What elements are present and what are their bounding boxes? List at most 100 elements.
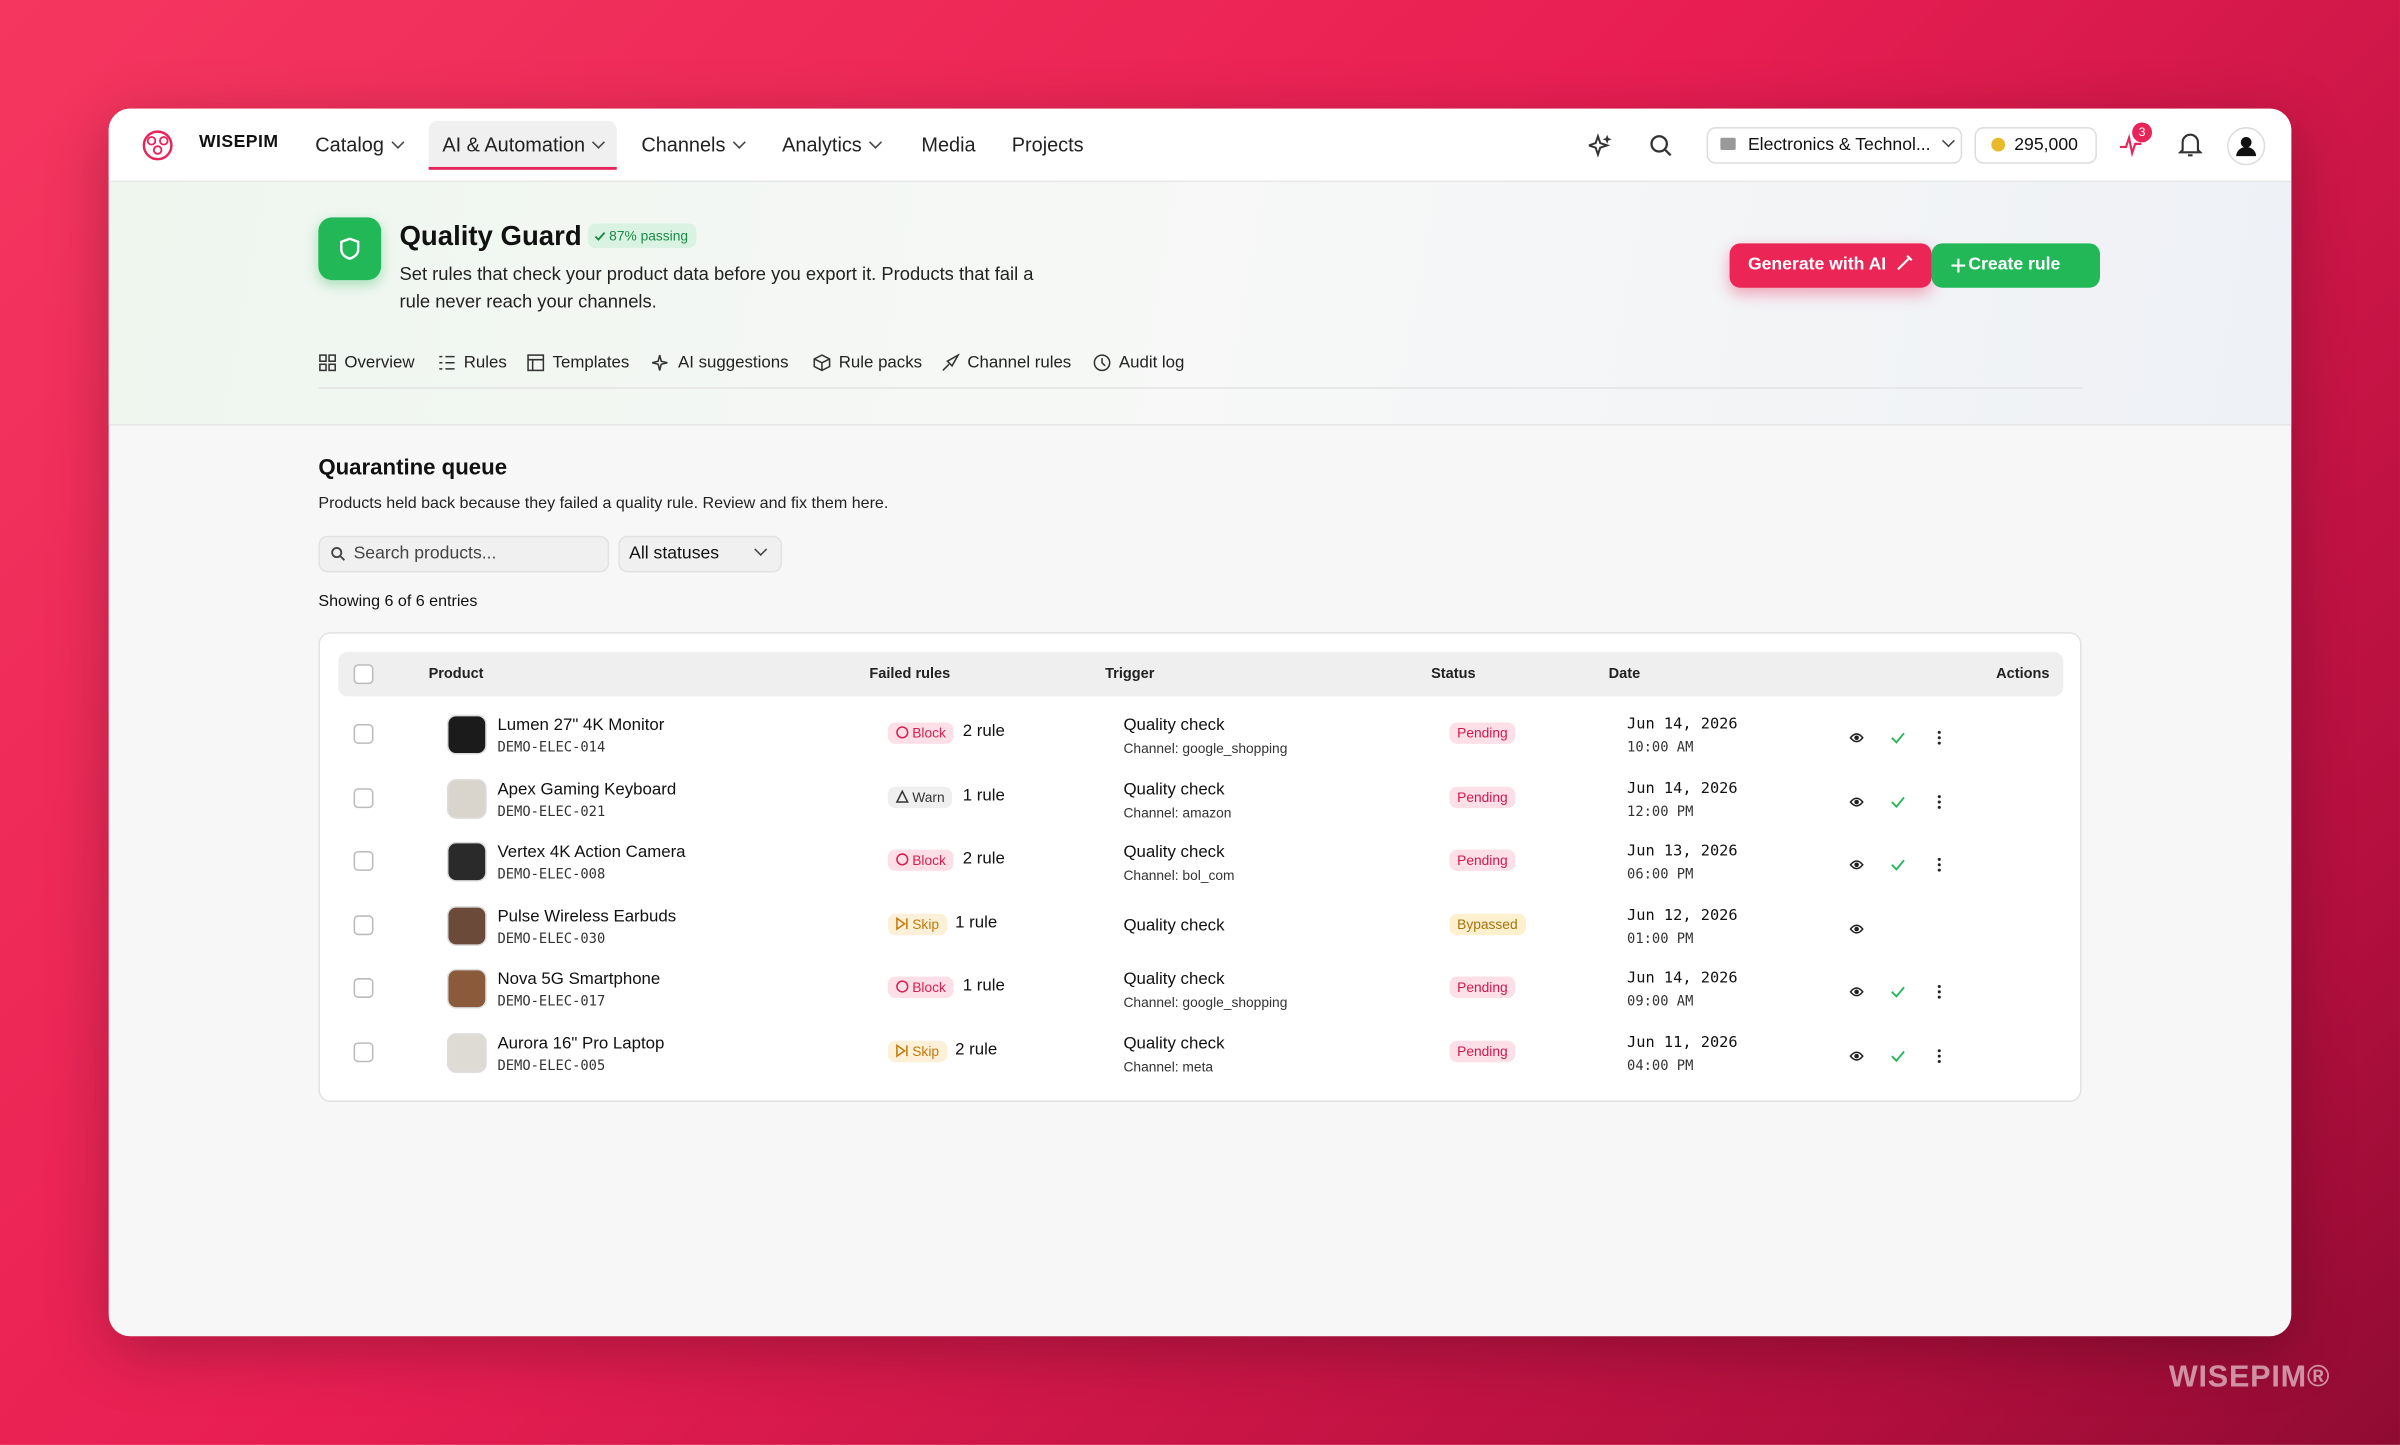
product-thumbnail — [446, 1033, 487, 1073]
logo[interactable] — [138, 127, 178, 164]
approve-button[interactable] — [1890, 789, 1905, 817]
tab[interactable]: AI suggestions — [652, 354, 788, 372]
date: Jun 14, 2026 — [1627, 716, 1738, 734]
row-checkbox[interactable] — [353, 851, 374, 872]
approve-button[interactable] — [1890, 980, 1905, 1008]
generate-ai-button[interactable]: Generate with AI — [1729, 243, 1933, 288]
nav-label: Projects — [1011, 133, 1084, 157]
approve-button[interactable] — [1890, 1044, 1905, 1072]
more-button[interactable] — [1932, 726, 1947, 754]
nav-item[interactable]: Channels — [628, 121, 758, 170]
search-icon[interactable] — [1648, 133, 1672, 157]
status-filter[interactable]: All statuses — [618, 535, 783, 573]
view-button[interactable] — [1849, 980, 1864, 1008]
tab-label: Channel rules — [967, 353, 1072, 372]
product-name[interactable]: Nova 5G Smartphone — [497, 970, 661, 990]
date: Jun 14, 2026 — [1627, 779, 1738, 797]
tab-label: Templates — [552, 353, 630, 372]
chevron — [869, 135, 883, 149]
credits-value: 295,000 — [2014, 136, 2078, 155]
product-name[interactable]: Vertex 4K Action Camera — [497, 843, 686, 863]
select-all-checkbox[interactable] — [353, 664, 374, 685]
view-button[interactable] — [1849, 917, 1864, 945]
eye-icon — [1849, 796, 1864, 806]
chevron — [1942, 134, 1956, 148]
activity-icon[interactable] — [2118, 133, 2142, 158]
table-row: Vertex 4K Action Camera DEMO-ELEC-008 Bloc… — [320, 830, 2083, 893]
nav-item[interactable]: Media — [908, 121, 990, 170]
more-button[interactable] — [1932, 789, 1947, 817]
chevron — [753, 542, 767, 556]
shield-tile — [318, 217, 382, 281]
row-checkbox[interactable] — [353, 914, 374, 935]
check-icon — [1891, 1050, 1905, 1063]
view-button[interactable] — [1849, 1044, 1864, 1072]
action-label: Block — [912, 980, 946, 996]
workspace-name: Electronics & Technol... — [1747, 136, 1931, 155]
tab[interactable]: Channel rules — [941, 353, 1072, 372]
view-button[interactable] — [1849, 726, 1864, 754]
tab[interactable]: Templates — [527, 353, 630, 372]
row-checkbox[interactable] — [353, 978, 374, 999]
ai-icon[interactable] — [1588, 133, 1613, 158]
page-header: Quality Guard 87% passing Set rules that… — [108, 182, 2292, 426]
workspace-select[interactable]: Electronics & Technol... — [1706, 127, 1963, 164]
table-row: Apex Gaming Keyboard DEMO-ELEC-021 Warn 1 r… — [320, 766, 2083, 829]
tab[interactable]: Rules — [438, 354, 507, 372]
status-badge: Bypassed — [1449, 913, 1526, 935]
product-name[interactable]: Pulse Wireless Earbuds — [497, 907, 677, 926]
action-icon — [895, 788, 909, 803]
column-header: Product — [428, 665, 484, 683]
top-bar: WISEPIM Electronics & Technol... 295,000… — [108, 108, 2292, 183]
table-row: Lumen 27" 4K Monitor DEMO-ELEC-014 Block 2 … — [320, 703, 2083, 766]
tab[interactable]: Overview — [318, 354, 415, 372]
more-button[interactable] — [1932, 980, 1947, 1008]
action-label: Skip — [912, 916, 940, 932]
view-button[interactable] — [1849, 789, 1864, 817]
section-description: Products held back because they failed a… — [318, 494, 889, 513]
action-icon — [896, 853, 909, 866]
status-badge: Pending — [1449, 849, 1516, 872]
create-rule-button[interactable]: Create rule — [1931, 243, 2100, 288]
row-checkbox[interactable] — [353, 1042, 374, 1063]
avatar[interactable] — [2227, 127, 2266, 166]
more-button[interactable] — [1932, 853, 1947, 881]
credits[interactable]: 295,000 — [1974, 127, 2097, 164]
nav-label: Catalog — [315, 133, 384, 157]
product-name[interactable]: Apex Gaming Keyboard — [497, 779, 677, 799]
tabs-divider — [318, 387, 2082, 389]
bell-icon[interactable] — [2178, 132, 2203, 158]
time: 01:00 PM — [1627, 931, 1694, 948]
product-name[interactable]: Lumen 27" 4K Monitor — [497, 716, 665, 735]
nav-item[interactable]: Projects — [998, 121, 1097, 170]
more-icon — [1937, 730, 1941, 745]
notification-count: 3 — [2132, 122, 2153, 143]
row-actions — [1849, 1044, 1947, 1072]
entry-count: Showing 6 of 6 entries — [318, 592, 478, 611]
column-header: Actions — [1996, 665, 2050, 683]
trigger: Quality check — [1123, 916, 1225, 935]
trigger-channel: Channel: amazon — [1123, 804, 1232, 820]
nav-item[interactable]: Catalog — [302, 121, 417, 170]
tab[interactable]: Rule packs — [813, 354, 922, 372]
more-button[interactable] — [1932, 1044, 1947, 1072]
nav-label: AI & Automation — [442, 133, 586, 157]
row-checkbox[interactable] — [353, 787, 374, 808]
workspace-icon — [1720, 137, 1736, 150]
nav-item[interactable]: Analytics — [768, 121, 894, 170]
more-icon — [1937, 985, 1941, 1000]
tab-label: Audit log — [1118, 353, 1185, 372]
product-name[interactable]: Aurora 16" Pro Laptop — [497, 1034, 665, 1054]
view-button[interactable] — [1849, 853, 1864, 881]
tab[interactable]: Audit log — [1093, 353, 1185, 372]
approve-button[interactable] — [1890, 726, 1905, 754]
rule-count: 1 rule — [955, 913, 998, 932]
wand-icon — [1897, 254, 1913, 271]
badge-text: 87% passing — [609, 228, 689, 244]
product-sku: DEMO-ELEC-014 — [497, 740, 606, 757]
search-input[interactable]: Search products... — [318, 535, 610, 573]
approve-button[interactable] — [1890, 853, 1905, 881]
nav-item[interactable]: AI & Automation — [428, 120, 618, 170]
row-checkbox[interactable] — [353, 723, 374, 744]
